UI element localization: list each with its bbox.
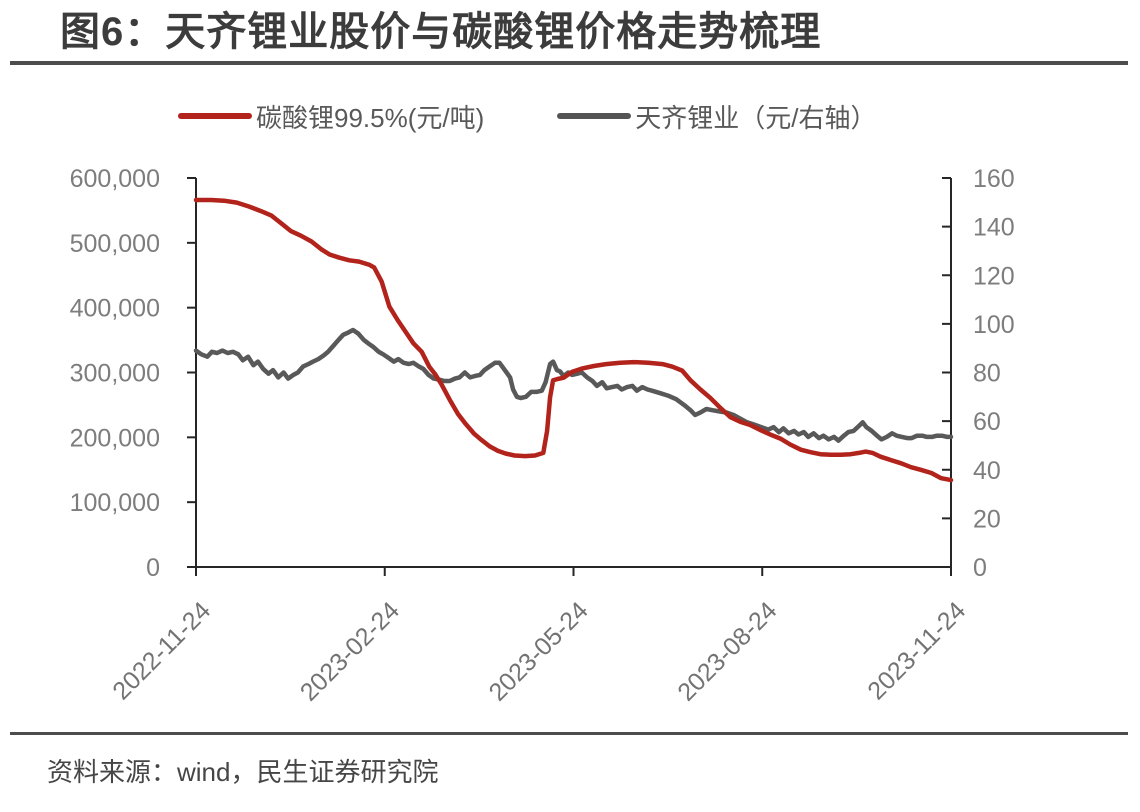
x-axis-tick-label: 2023-05-24 xyxy=(484,596,594,706)
right-axis-tick-label: 100 xyxy=(973,311,1015,339)
left-axis-tick-label: 300,000 xyxy=(70,360,160,388)
series-line-tianqi-lithium xyxy=(193,327,954,443)
right-axis-tick-label: 0 xyxy=(973,554,987,582)
right-axis-tick-label: 140 xyxy=(973,214,1015,242)
legend-label: 天齐锂业（元/右轴） xyxy=(635,102,877,133)
red-line-swatch-icon xyxy=(178,113,252,119)
series-line-lithium-carbonate xyxy=(193,197,954,483)
right-axis-tick-label: 40 xyxy=(973,457,1001,485)
x-axis-tick-label: 2023-02-24 xyxy=(295,596,405,706)
x-axis-tick-label: 2023-11-24 xyxy=(862,596,971,705)
source-note: 资料来源：wind，民生证券研究院 xyxy=(47,757,439,787)
dual-axis-line-chart: 0 100,000 200,000 300,000 400,000 500,000 600,… xyxy=(70,165,1015,707)
left-axis-tick-label: 200,000 xyxy=(70,424,160,452)
title-divider xyxy=(10,61,1128,65)
left-axis-tick-label: 500,000 xyxy=(70,230,160,258)
right-axis-tick-label: 80 xyxy=(973,360,1001,388)
legend-item-lithium-carbonate: 碳酸锂99.5%(元/吨) xyxy=(178,98,484,135)
gray-line-swatch-icon xyxy=(557,113,632,119)
chart-legend: 碳酸锂99.5%(元/吨) 天齐锂业（元/右轴） xyxy=(178,96,877,136)
right-axis-tick-label: 120 xyxy=(973,262,1015,290)
left-axis-tick-label: 600,000 xyxy=(70,165,160,193)
right-axis-tick-label: 20 xyxy=(973,505,1001,533)
right-axis-tick-label: 60 xyxy=(973,408,1001,436)
legend-label: 碳酸锂99.5%(元/吨) xyxy=(256,102,485,133)
left-axis-tick-label: 100,000 xyxy=(70,489,160,517)
x-axis-tick-label: 2022-11-24 xyxy=(107,596,216,705)
source-divider xyxy=(10,732,1128,735)
right-axis-tick-label: 160 xyxy=(973,165,1015,193)
x-axis-tick-label: 2023-08-24 xyxy=(672,596,782,706)
legend-item-tianqi-lithium: 天齐锂业（元/右轴） xyxy=(557,98,877,135)
figure-title: 图6：天齐锂业股价与碳酸锂价格走势梳理 xyxy=(60,10,822,54)
left-axis-tick-label: 0 xyxy=(146,554,160,582)
left-axis-tick-label: 400,000 xyxy=(70,295,160,323)
